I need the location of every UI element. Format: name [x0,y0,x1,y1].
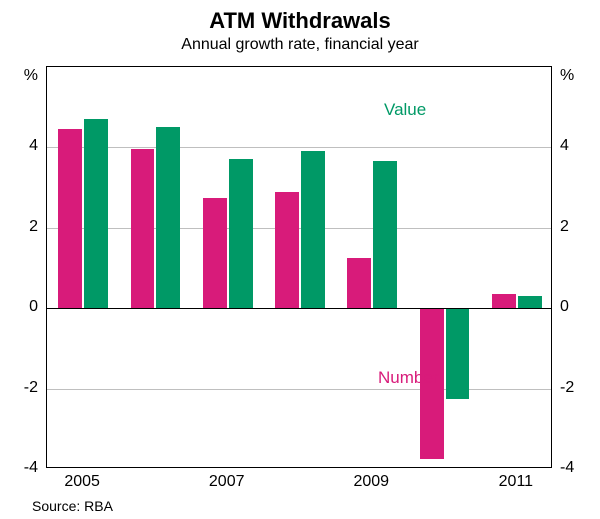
bar-value [446,308,470,398]
bar-value [156,127,180,308]
y-unit-right: % [560,68,574,84]
y-tick-right: 0 [560,299,569,315]
bar-value [301,151,325,308]
bar-value [373,161,397,308]
bar-value [229,159,253,308]
y-tick-right: -4 [560,460,574,476]
gridline [47,228,551,229]
y-tick-left: 4 [0,138,38,154]
x-tick: 2007 [187,474,267,490]
y-tick-left: -2 [0,380,38,396]
y-tick-right: 2 [560,219,569,235]
y-tick-right: 4 [560,138,569,154]
y-tick-left: 2 [0,219,38,235]
y-tick-left: 0 [0,299,38,315]
x-tick: 2011 [476,474,556,490]
bar-number [203,198,227,309]
bar-number [347,258,371,308]
x-tick: 2005 [42,474,122,490]
plot-area [46,66,552,468]
gridline [47,389,551,390]
series-label-number: Number [378,368,438,388]
chart-title: ATM Withdrawals [0,8,600,34]
chart-subtitle: Annual growth rate, financial year [0,36,600,54]
gridline [47,147,551,148]
zero-line-top [47,308,551,309]
series-label-value: Value [384,100,426,120]
bar-number [131,149,155,308]
bar-value [84,119,108,308]
y-unit-left: % [0,68,38,84]
bar-number [275,192,299,309]
y-tick-left: -4 [0,460,38,476]
y-tick-right: -2 [560,380,574,396]
bar-number [492,294,516,308]
chart-container: ATM Withdrawals Annual growth rate, fina… [0,0,600,519]
bar-value [518,296,542,308]
x-tick: 2009 [331,474,411,490]
bar-number [58,129,82,308]
source-text: Source: RBA [32,498,113,514]
